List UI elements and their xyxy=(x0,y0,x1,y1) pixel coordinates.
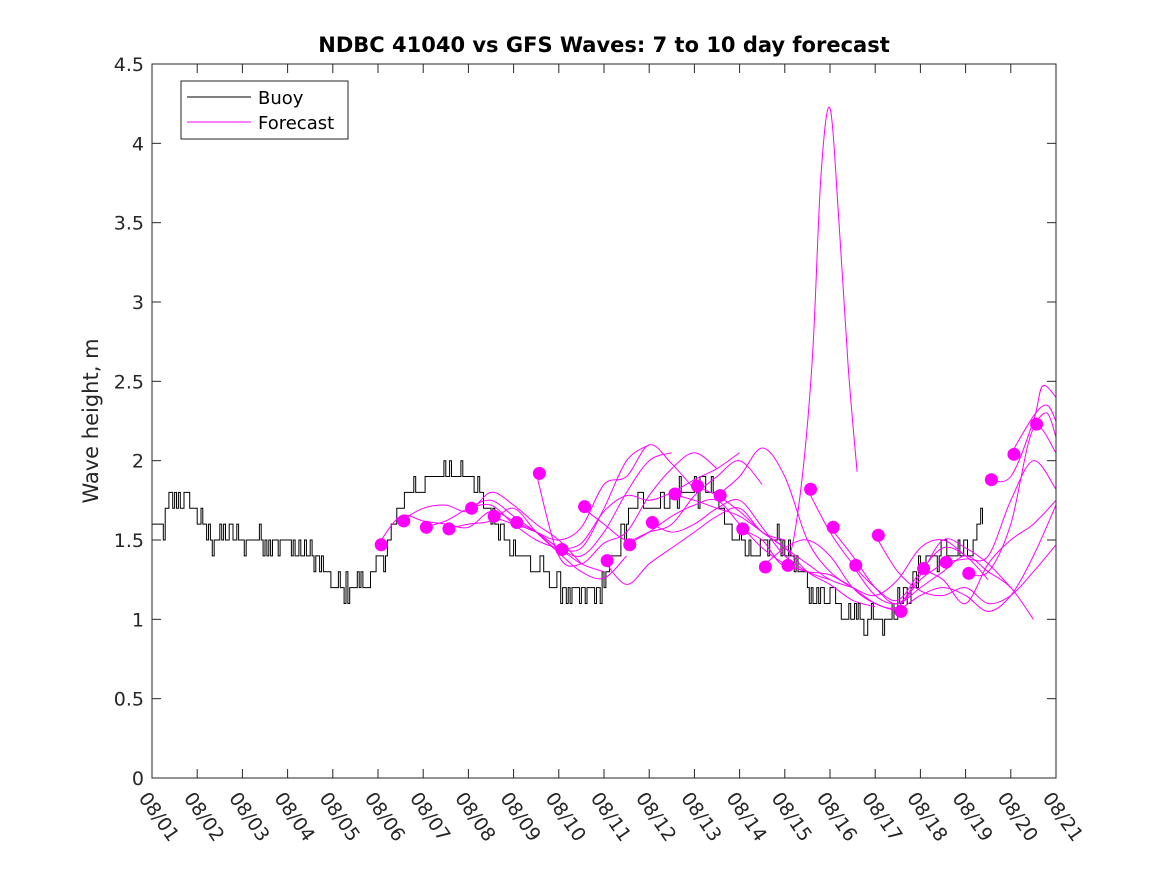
forecast-series-line xyxy=(1010,404,1057,455)
forecast-marker xyxy=(668,487,682,501)
forecast-marker xyxy=(962,566,976,580)
forecast-marker xyxy=(645,516,659,530)
forecast-series-line xyxy=(874,534,1057,605)
forecast-marker xyxy=(871,528,885,542)
y-tick-label: 3.5 xyxy=(114,213,144,235)
forecast-series-line xyxy=(581,460,763,541)
forecast-marker xyxy=(1007,447,1021,461)
forecast-marker xyxy=(578,500,592,514)
forecast-marker-layer xyxy=(374,417,1044,618)
y-axis-label: Wave height, m xyxy=(79,338,103,503)
y-tick-label: 1.5 xyxy=(114,530,144,552)
forecast-marker xyxy=(804,482,818,496)
axes-box xyxy=(151,63,1057,779)
forecast-marker xyxy=(826,520,840,534)
plot-area xyxy=(152,64,1056,778)
forecast-marker xyxy=(691,479,705,493)
forecast-series-line xyxy=(423,499,605,573)
y-tick-label: 0.5 xyxy=(114,689,144,711)
forecast-marker xyxy=(465,501,479,515)
legend-forecast-label: Forecast xyxy=(258,113,334,134)
forecast-series-line xyxy=(377,510,560,554)
forecast-marker xyxy=(442,522,456,536)
forecast-marker xyxy=(623,538,637,552)
forecast-marker xyxy=(374,538,388,552)
forecast-marker xyxy=(397,514,411,528)
y-tick-label: 4 xyxy=(132,133,144,155)
forecast-marker xyxy=(510,516,524,530)
y-tick-label: 0 xyxy=(132,768,144,790)
forecast-marker xyxy=(532,466,546,480)
forecast-marker xyxy=(600,554,614,568)
y-tick-label: 2 xyxy=(132,451,144,473)
y-tick-label: 2.5 xyxy=(114,371,144,393)
legend-buoy-label: Buoy xyxy=(258,88,304,109)
forecast-marker xyxy=(939,555,953,569)
y-tick-label: 1 xyxy=(132,609,144,631)
forecast-marker xyxy=(555,543,569,557)
forecast-marker xyxy=(781,558,795,572)
chart-title: NDBC 41040 vs GFS Waves: 7 to 10 day for… xyxy=(318,33,889,57)
forecast-series-line xyxy=(852,555,1034,620)
forecast-series-line xyxy=(806,488,989,602)
buoy-series-line xyxy=(152,460,983,636)
forecast-marker xyxy=(419,520,433,534)
y-axis-ticks: 0 0.5 1 1.5 2 2.5 3 3.5 4 4.5 xyxy=(114,54,1056,790)
forecast-series-line xyxy=(897,504,1057,612)
series-layer xyxy=(152,106,1057,636)
forecast-series-line xyxy=(920,499,1057,605)
y-tick-label: 4.5 xyxy=(114,54,144,76)
forecast-marker xyxy=(917,562,931,576)
forecast-marker xyxy=(894,604,908,618)
forecast-marker xyxy=(1030,417,1044,431)
forecast-marker xyxy=(849,558,863,572)
forecast-series-line xyxy=(942,460,1057,563)
forecast-marker xyxy=(984,473,998,487)
forecast-series-line xyxy=(603,507,785,585)
forecast-series-line xyxy=(558,452,740,550)
forecast-marker xyxy=(487,509,501,523)
forecast-marker xyxy=(736,522,750,536)
forecast-marker xyxy=(713,489,727,503)
legend-box xyxy=(180,80,349,140)
forecast-series-line xyxy=(513,444,695,541)
forecast-series-line xyxy=(648,499,831,581)
legend: Buoy Forecast xyxy=(180,80,349,140)
y-tick-label: 3 xyxy=(132,292,144,314)
forecast-marker xyxy=(758,560,772,574)
forecast-series-line xyxy=(535,452,718,567)
